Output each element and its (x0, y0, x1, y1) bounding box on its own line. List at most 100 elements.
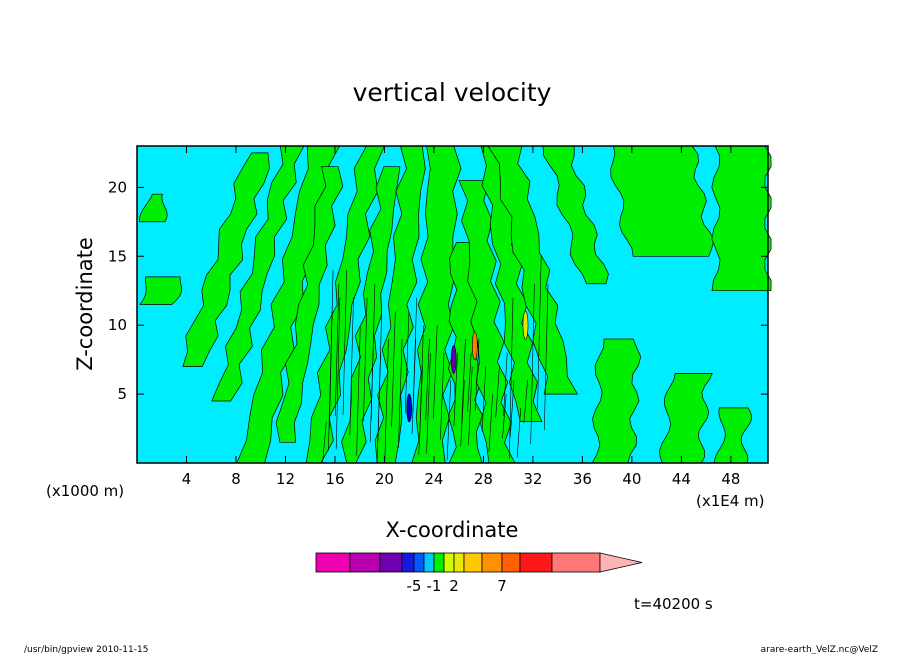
colorbar-swatch (349, 552, 381, 573)
contour-streak (530, 283, 535, 444)
positive-region (341, 166, 401, 464)
colorbar-arrow (599, 552, 643, 573)
x-tick-label: 8 (231, 470, 241, 488)
x-tick-label: 28 (474, 470, 493, 488)
contour-streak (356, 325, 361, 457)
colorbar-swatch (401, 552, 415, 573)
colorbar-swatch (413, 552, 425, 573)
positive-region (591, 338, 642, 464)
y-tick-label: 20 (108, 178, 127, 196)
y-axis: 5 10 15 20 (108, 178, 768, 403)
contour-streak (349, 297, 354, 436)
x-tick-label: 44 (672, 470, 691, 488)
contour-streak (426, 352, 431, 454)
x-tick-label: 40 (622, 470, 641, 488)
colorbar-swatch (463, 552, 483, 573)
contour-streak (335, 297, 341, 450)
x-tick-label: 12 (276, 470, 295, 488)
contour-streak (544, 283, 549, 430)
extreme-patch (471, 331, 478, 361)
contour-streak (488, 394, 493, 453)
y-axis-label: Z-coordinate (73, 237, 97, 371)
x-tick-label: 24 (424, 470, 443, 488)
plot-frame (136, 145, 769, 464)
contour-streak (516, 407, 522, 458)
contour-streak (376, 352, 381, 464)
contour-streak (425, 338, 430, 421)
x-tick-label: 36 (573, 470, 592, 488)
contour-streak (537, 256, 542, 410)
contour-streaks (322, 256, 549, 464)
positive-region (711, 145, 772, 292)
chart-title: vertical velocity (353, 78, 552, 107)
contour-streak (495, 366, 500, 418)
contour-streak (342, 269, 347, 415)
colorbar-label: -5 (407, 577, 422, 595)
contour-streak (334, 283, 340, 417)
x-tick-label: 16 (325, 470, 344, 488)
colorbar-label: -1 (427, 577, 442, 595)
y-tick-label: 15 (108, 247, 127, 265)
colorbar-swatch (423, 552, 435, 573)
footer-left: /usr/bin/gpview 2010-11-15 (24, 645, 148, 654)
contour-streak (440, 352, 445, 440)
extreme-patch (450, 345, 457, 374)
contour-streak (503, 352, 508, 417)
contour-streak (369, 325, 375, 443)
colorbar-label: 7 (497, 577, 507, 595)
contour-streak (391, 311, 396, 428)
contour-streak (461, 338, 466, 425)
contour-streak (322, 421, 327, 464)
contour-streak (398, 338, 403, 448)
y-tick-label: 5 (117, 385, 127, 403)
colorbar (315, 552, 643, 573)
extreme-values (406, 310, 529, 423)
positive-region (713, 407, 752, 464)
x-tick-label: 48 (721, 470, 740, 488)
colorbar-swatch (519, 552, 553, 573)
contour-streak (328, 311, 333, 451)
positive-region (275, 166, 344, 443)
x-axis: 4 8 12 16 20 24 28 32 36 40 44 48 (182, 146, 740, 488)
positive-regions (139, 145, 772, 464)
footer-right: arare-earth_VelZ.nc@VelZ (761, 645, 878, 654)
positive-region (659, 373, 713, 464)
colorbar-swatch (433, 552, 445, 573)
contour-streak (446, 380, 452, 461)
colorbar-swatch (453, 552, 465, 573)
colorbar-swatch (315, 552, 351, 573)
contour-streak (460, 380, 465, 447)
colorbar-swatch (551, 552, 601, 573)
colorbar-swatch (481, 552, 503, 573)
x-axis-label: X-coordinate (386, 518, 519, 542)
colorbar-labels: -5 -1 2 7 (407, 577, 507, 595)
contour-streak (363, 297, 368, 422)
contour-streak (475, 338, 480, 411)
contour-streak (510, 380, 515, 437)
extreme-patch (522, 310, 529, 340)
y-tick-label: 10 (108, 316, 127, 334)
plot-area (136, 145, 772, 464)
positive-region (139, 276, 182, 305)
colorbar-swatch (501, 552, 521, 573)
extreme-patch (406, 393, 413, 423)
contour-streak (384, 338, 389, 462)
contour-streak (467, 352, 472, 413)
colorbar-label: 2 (449, 577, 459, 595)
colorbar-swatch (379, 552, 403, 573)
colorbar-swatch (443, 552, 455, 573)
positive-region (139, 193, 168, 223)
time-label: t=40200 s (634, 595, 713, 613)
positive-region (182, 152, 270, 367)
x-unit-right: (x1E4 m) (696, 492, 765, 510)
x-tick-label: 4 (182, 470, 192, 488)
contour-streak (433, 325, 438, 419)
x-tick-label: 32 (523, 470, 542, 488)
x-tick-label: 20 (375, 470, 394, 488)
contour-streak (502, 394, 507, 439)
contour-streak (453, 352, 458, 426)
x-unit-left: (x1000 m) (46, 482, 124, 500)
contour-streak (481, 366, 487, 432)
contour-streak (523, 380, 528, 424)
